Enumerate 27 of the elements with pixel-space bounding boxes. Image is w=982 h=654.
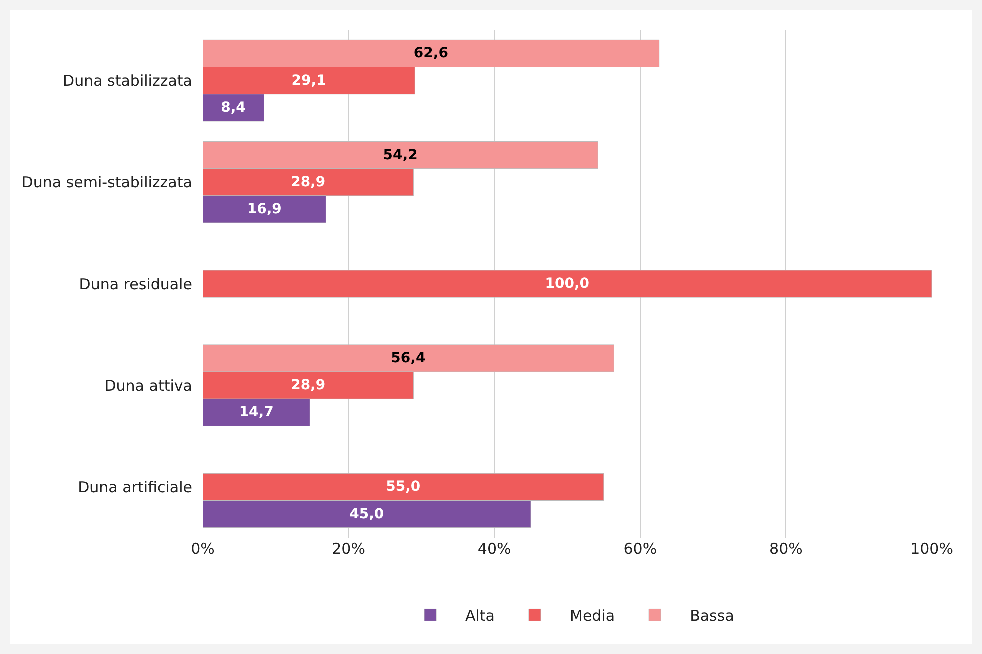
data-label: 62,6 [414, 46, 448, 62]
data-label: 28,9 [291, 378, 326, 394]
data-label: 29,1 [292, 72, 326, 89]
y-tick-label: Duna artificiale [78, 478, 202, 496]
x-tick-label: 20% [332, 540, 366, 558]
data-label: 28,9 [291, 174, 326, 190]
data-label: 45,0 [350, 506, 384, 522]
legend-label: Bassa [690, 607, 734, 626]
y-tick-label: Duna semi-stabilizzata [22, 174, 202, 192]
x-tick-label: 40% [478, 540, 512, 558]
data-label: 14,7 [239, 404, 274, 421]
data-label: 56,4 [391, 350, 426, 367]
legend-label: Alta [466, 607, 496, 626]
data-label: 8,4 [221, 100, 246, 116]
x-tick-label: 0% [191, 540, 215, 558]
x-tick-label: 80% [770, 540, 803, 558]
bar [203, 270, 932, 298]
x-tick-label: 100% [910, 540, 954, 558]
data-label: 54,2 [383, 147, 418, 164]
legend-label: Media [570, 607, 616, 626]
x-tick-label: 60% [624, 540, 658, 558]
y-tick-label: Duna residuale [79, 275, 202, 294]
data-label: 100,0 [545, 276, 590, 292]
data-label: 55,0 [386, 479, 421, 496]
y-tick-label: Duna attiva [104, 376, 202, 395]
y-tick-label: Duna stabilizzata [63, 72, 202, 90]
data-label: 16,9 [247, 201, 282, 218]
